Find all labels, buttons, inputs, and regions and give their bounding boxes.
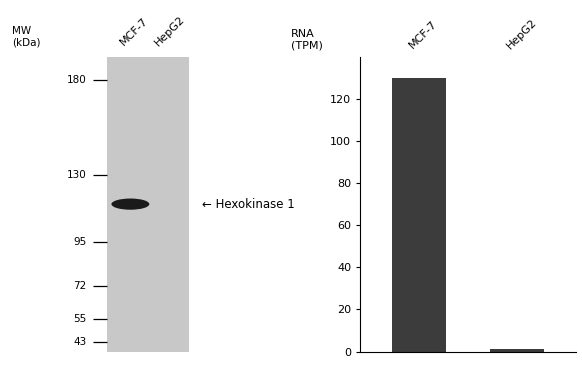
- Text: RNA
(TPM): RNA (TPM): [291, 29, 323, 51]
- Text: HepG2: HepG2: [153, 14, 187, 48]
- Text: 72: 72: [73, 282, 87, 291]
- Text: 180: 180: [67, 75, 87, 85]
- Text: 95: 95: [73, 237, 87, 248]
- Text: HepG2: HepG2: [505, 17, 540, 51]
- Bar: [392, 78, 446, 352]
- Text: 43: 43: [73, 337, 87, 347]
- Text: MCF-7: MCF-7: [407, 19, 439, 51]
- Text: MW
(kDa): MW (kDa): [12, 26, 40, 48]
- Text: 130: 130: [67, 170, 87, 180]
- Text: 55: 55: [73, 314, 87, 324]
- Text: ← Hexokinase 1: ← Hexokinase 1: [202, 198, 295, 211]
- Text: MCF-7: MCF-7: [118, 16, 150, 48]
- Ellipse shape: [111, 198, 150, 210]
- Bar: [490, 349, 544, 352]
